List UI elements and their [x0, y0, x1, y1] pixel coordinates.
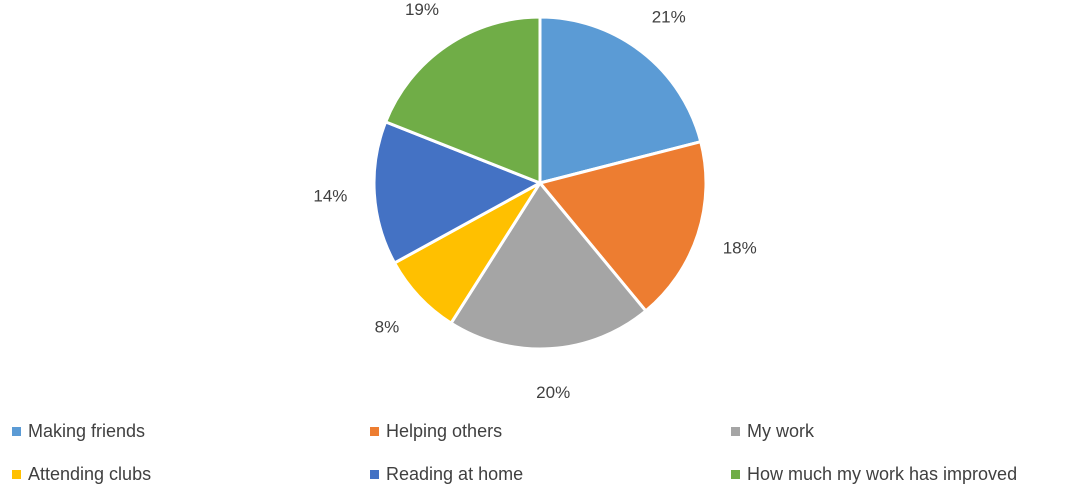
- pie-slice-my-work: [449, 181, 648, 351]
- legend-swatch: [370, 469, 379, 479]
- legend-swatch: [731, 469, 740, 479]
- legend-label: Attending clubs: [28, 463, 152, 484]
- legend-label: Making friends: [28, 420, 146, 441]
- pie-slice-making-friends: [538, 15, 703, 185]
- pie-slice-how-much-my-work-has-improved: [384, 15, 542, 185]
- legend-item-making-friends: Making friends: [12, 418, 145, 444]
- legend-swatch: [12, 469, 21, 479]
- legend-label: Reading at home: [386, 463, 524, 484]
- legend-swatch: [370, 426, 379, 436]
- legend-item-reading-at-home: Reading at home: [370, 461, 523, 487]
- legend: Making friends Helping others My work At…: [0, 418, 1083, 487]
- data-label-how-much-my-work-has-improved: 19%: [405, 0, 439, 19]
- legend-label: Helping others: [386, 420, 503, 441]
- pie-slices: [372, 15, 708, 351]
- data-label-reading-at-home: 14%: [313, 187, 347, 206]
- legend-item-how-much-my-work-has-improved: How much my work has improved: [731, 461, 1017, 487]
- legend-item-attending-clubs: Attending clubs: [12, 461, 151, 487]
- data-label-making-friends: 21%: [652, 8, 686, 27]
- legend-swatch: [12, 426, 21, 436]
- data-label-helping-others: 18%: [723, 238, 757, 257]
- pie-data-labels: 21% 18% 20% 8% 14% 19%: [313, 0, 756, 402]
- legend-label: My work: [747, 420, 814, 441]
- pie-slice-reading-at-home: [372, 120, 542, 265]
- legend-item-helping-others: Helping others: [370, 418, 502, 444]
- legend-item-my-work: My work: [731, 418, 814, 444]
- data-label-attending-clubs: 8%: [375, 317, 400, 336]
- pie-slice-helping-others: [538, 140, 708, 313]
- data-label-my-work: 20%: [536, 383, 570, 402]
- legend-swatch: [731, 426, 740, 436]
- legend-label: How much my work has improved: [747, 463, 1018, 484]
